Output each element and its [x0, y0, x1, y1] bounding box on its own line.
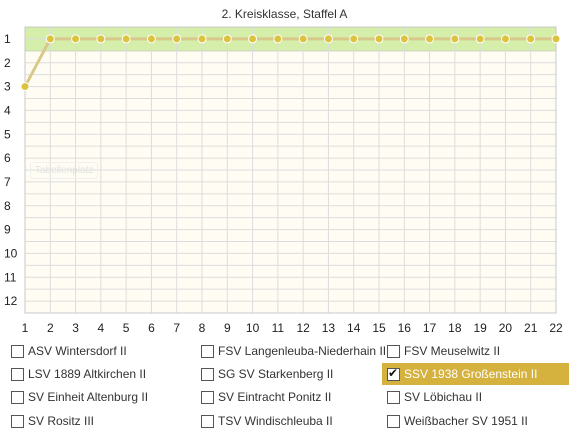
checkbox-checked-icon[interactable] [387, 366, 400, 381]
series-point [45, 34, 55, 44]
series-line [23, 37, 556, 88]
legend-item[interactable]: Weißbacher SV 1951 II [387, 410, 528, 432]
x-tick-label: 21 [524, 321, 538, 335]
x-tick-label: 12 [296, 321, 310, 335]
series-point [500, 34, 510, 44]
legend-label: SV Eintracht Ponitz II [218, 390, 332, 404]
series-point [121, 34, 131, 44]
series-point [20, 82, 30, 92]
legend-item[interactable]: SV Einheit Altenburg II [11, 386, 148, 408]
x-tick-label: 5 [123, 321, 130, 335]
x-tick-label: 9 [224, 321, 231, 335]
legend-label: SV Löbichau II [404, 390, 483, 404]
checkbox-icon[interactable] [11, 344, 24, 358]
series-point [146, 34, 156, 44]
y-tick-label: 11 [4, 270, 17, 284]
series-point [71, 34, 81, 44]
x-tick-label: 16 [398, 321, 412, 335]
y-tick-label: 4 [4, 103, 11, 117]
chart-title: 2. Kreisklasse, Staffel A [221, 7, 348, 21]
x-tick-label: 14 [347, 321, 361, 335]
legend-label: FSV Meuselwitz II [404, 344, 501, 358]
legend-label: SV Rositz III [28, 414, 95, 428]
legend-item[interactable]: FSV Langenleuba-Niederhain II [201, 340, 386, 362]
series-point [172, 34, 182, 44]
legend-item[interactable]: SV Rositz III [11, 410, 94, 432]
y-tick-label: 5 [4, 127, 11, 141]
legend-item[interactable]: SSV 1938 Großenstein II [382, 363, 569, 385]
y-tick-label: 7 [4, 175, 11, 189]
legend-item[interactable]: ASV Wintersdorf II [11, 340, 127, 362]
y-tick-label: 1 [4, 32, 11, 46]
y-tick-label: 8 [4, 199, 11, 213]
x-tick-label: 4 [98, 321, 105, 335]
x-tick-label: 20 [499, 321, 513, 335]
legend-item[interactable]: SV Löbichau II [387, 386, 482, 408]
legend-label: LSV 1889 Altkirchen II [28, 367, 147, 381]
legend-label: FSV Langenleuba-Niederhain II [218, 344, 387, 358]
checkbox-icon[interactable] [11, 414, 24, 428]
legend-item[interactable]: SV Eintracht Ponitz II [201, 386, 331, 408]
checkbox-icon[interactable] [387, 390, 400, 404]
checkbox-icon[interactable] [201, 344, 214, 358]
x-tick-label: 2 [47, 321, 54, 335]
series-point [323, 34, 333, 44]
y-tick-label: 3 [4, 80, 11, 94]
x-tick-label: 7 [173, 321, 180, 335]
legend-label: TSV Windischleuba II [218, 414, 333, 428]
series-point [248, 34, 258, 44]
x-tick-label: 13 [322, 321, 336, 335]
y-tick-label: 2 [4, 56, 11, 70]
y-tick-label: 10 [4, 246, 18, 260]
checkbox-icon[interactable] [11, 367, 24, 381]
legend-item[interactable]: LSV 1889 Altkirchen II [11, 363, 146, 385]
legend-item[interactable]: SG SV Starkenberg II [201, 363, 333, 385]
series-point [551, 34, 561, 44]
series-point [298, 34, 308, 44]
series-point [96, 34, 106, 44]
series-point [374, 34, 384, 44]
x-tick-label: 15 [372, 321, 386, 335]
legend-label: SV Einheit Altenburg II [28, 390, 149, 404]
y-tick-label: 6 [4, 151, 11, 165]
series-point [526, 34, 536, 44]
checkbox-icon[interactable] [201, 414, 214, 428]
x-tick-label: 17 [423, 321, 437, 335]
y-tick-label: 9 [4, 223, 11, 237]
series-point [273, 34, 283, 44]
checkbox-icon[interactable] [387, 344, 400, 358]
series-point [425, 34, 435, 44]
series-point [222, 34, 232, 44]
y-axis-watermark: Tabellenplatz [30, 162, 99, 179]
checkbox-icon[interactable] [201, 390, 214, 404]
x-tick-label: 19 [473, 321, 487, 335]
checkbox-icon[interactable] [387, 414, 400, 428]
rank-chart: 1 2 3 4 5 6 7 8 9 10 11 12 13 14 15 16 17 18 19 20 21 2212345… [4, 26, 563, 335]
series-point [349, 34, 359, 44]
series-point [399, 34, 409, 44]
x-tick-label: 11 [272, 321, 285, 335]
legend-label: Weißbacher SV 1951 II [404, 414, 528, 428]
y-tick-label: 12 [4, 294, 18, 308]
plot-border [24, 26, 557, 314]
legend-item[interactable]: FSV Meuselwitz II [387, 340, 500, 362]
legend-label: ASV Wintersdorf II [28, 344, 127, 358]
x-tick-label: 1 [22, 321, 29, 335]
legend-label: SSV 1938 Großenstein II [404, 367, 538, 381]
x-tick-label: 6 [148, 321, 155, 335]
x-tick-label: 18 [448, 321, 462, 335]
series-point [450, 34, 460, 44]
x-tick-label: 22 [549, 321, 563, 335]
series-point [475, 34, 485, 44]
series-point [197, 34, 207, 44]
checkbox-icon[interactable] [11, 390, 24, 404]
legend-label: SG SV Starkenberg II [218, 367, 334, 381]
checkbox-icon[interactable] [201, 367, 214, 381]
legend-item[interactable]: TSV Windischleuba II [201, 410, 333, 432]
x-tick-label: 8 [199, 321, 206, 335]
x-tick-label: 3 [72, 321, 79, 335]
x-tick-label: 10 [246, 321, 260, 335]
